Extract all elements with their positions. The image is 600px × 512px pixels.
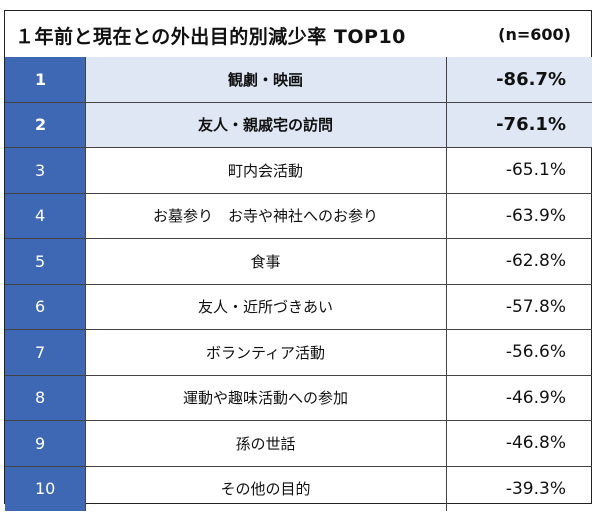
- purpose-label: 孫の世話: [84, 420, 447, 467]
- table-row: 5 食事 -62.8%: [5, 238, 592, 285]
- decline-rate-value: -65.1%: [445, 147, 592, 194]
- table-row: 2 友人・親戚宅の訪問 -76.1%: [5, 101, 592, 148]
- rank-number: 9: [5, 420, 86, 467]
- rank-number: 2: [5, 101, 86, 148]
- purpose-label: 友人・近所づきあい: [84, 283, 447, 330]
- decline-rate-value: -39.3%: [445, 465, 592, 511]
- ranking-table-body: 1 観劇・映画 -86.7% 2 友人・親戚宅の訪問 -76.1% 3 町内会活動 -65.1%…: [5, 57, 592, 511]
- rank-number: 4: [5, 192, 86, 239]
- purpose-label: 運動や趣味活動への参加: [84, 374, 447, 421]
- table-row: 6 友人・近所づきあい -57.8%: [5, 283, 592, 330]
- table-row: 4 お墓参り お寺や神社へのお参り -63.9%: [5, 192, 592, 239]
- table-title: １年前と現在との外出目的別減少率 TOP10: [15, 26, 406, 48]
- purpose-label: 食事: [84, 238, 447, 285]
- table-row: 9 孫の世話 -46.8%: [5, 420, 592, 467]
- purpose-label: 友人・親戚宅の訪問: [84, 101, 447, 148]
- decline-rate-value: -86.7%: [445, 57, 592, 103]
- decline-rate-value: -46.8%: [445, 420, 592, 467]
- table-row: 1 観劇・映画 -86.7%: [5, 57, 592, 103]
- purpose-label: 観劇・映画: [84, 57, 447, 103]
- decline-rate-value: -57.8%: [445, 283, 592, 330]
- table-row: 7 ボランティア活動 -56.6%: [5, 329, 592, 376]
- title-row: １年前と現在との外出目的別減少率 TOP10 (n=600): [5, 11, 591, 58]
- decline-rate-value: -62.8%: [445, 238, 592, 285]
- rank-number: 7: [5, 329, 86, 376]
- purpose-label: 町内会活動: [84, 147, 447, 194]
- purpose-label: ボランティア活動: [84, 329, 447, 376]
- table-row: 3 町内会活動 -65.1%: [5, 147, 592, 194]
- purpose-label: お墓参り お寺や神社へのお参り: [84, 192, 447, 239]
- table-row: 8 運動や趣味活動への参加 -46.9%: [5, 374, 592, 421]
- rank-number: 5: [5, 238, 86, 285]
- ranking-table-frame: １年前と現在との外出目的別減少率 TOP10 (n=600) 1 観劇・映画 -86…: [4, 10, 592, 511]
- sample-size-note: (n=600): [498, 25, 571, 44]
- rank-number: 3: [5, 147, 86, 194]
- decline-rate-value: -56.6%: [445, 329, 592, 376]
- decline-rate-value: -63.9%: [445, 192, 592, 239]
- decline-rate-value: -46.9%: [445, 374, 592, 421]
- table-row: 10 その他の目的 -39.3%: [5, 465, 592, 511]
- purpose-label: その他の目的: [84, 465, 447, 511]
- decline-rate-value: -76.1%: [445, 101, 592, 148]
- rank-number: 1: [5, 57, 86, 103]
- rank-number: 6: [5, 283, 86, 330]
- rank-number: 10: [5, 465, 86, 511]
- rank-number: 8: [5, 374, 86, 421]
- ranking-table: 1 観劇・映画 -86.7% 2 友人・親戚宅の訪問 -76.1% 3 町内会活動 -65.1%…: [5, 57, 592, 511]
